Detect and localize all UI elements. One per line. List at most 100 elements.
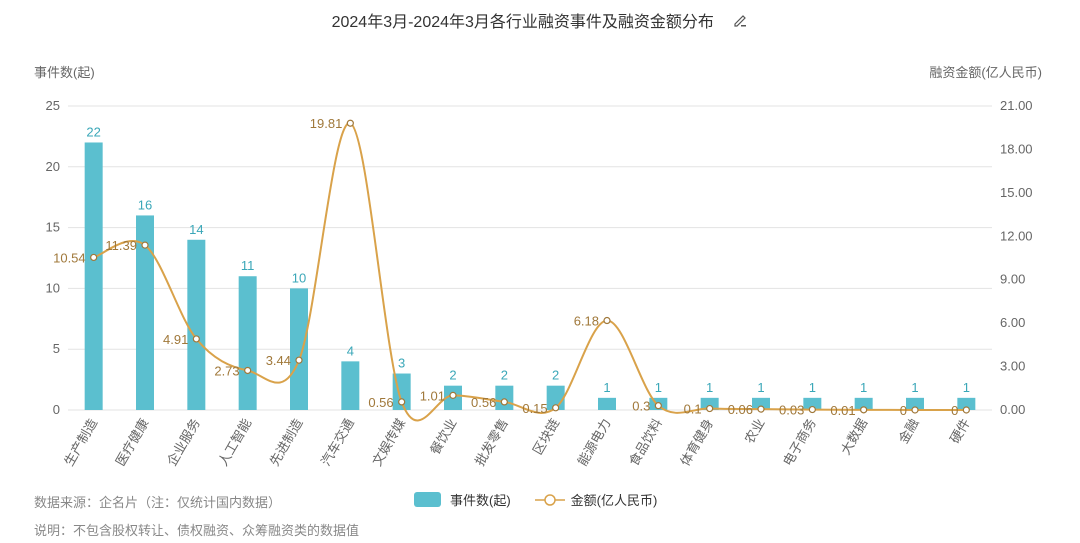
right-axis-tick: 6.00 xyxy=(1000,315,1025,330)
bar-swatch-icon xyxy=(414,492,441,507)
line-value-label: 6.18 xyxy=(574,314,599,329)
bar-value-label: 11 xyxy=(241,258,255,273)
line-point[interactable] xyxy=(603,316,611,325)
bar-value-label: 1 xyxy=(809,380,816,395)
line-value-label: 0.56 xyxy=(471,395,496,410)
line-point[interactable] xyxy=(295,356,303,364)
line-value-label: 0.01 xyxy=(830,403,855,418)
line-point[interactable] xyxy=(706,404,714,413)
right-axis-tick: 9.00 xyxy=(1000,272,1025,287)
line-point[interactable] xyxy=(192,335,200,343)
line-value-label: 4.91 xyxy=(163,332,188,347)
line-value-label: 1.01 xyxy=(420,388,445,403)
bar[interactable] xyxy=(752,397,770,410)
line-point[interactable] xyxy=(552,404,560,412)
bar-value-label: 4 xyxy=(347,343,354,358)
line-point[interactable] xyxy=(962,406,970,414)
line-value-label: 3.44 xyxy=(266,353,291,368)
line-value-label: 0.15 xyxy=(522,401,547,416)
bar-value-label: 14 xyxy=(189,222,203,237)
category-label: 区块链 xyxy=(530,416,562,457)
legend-label-events: 事件数(起) xyxy=(450,493,511,508)
bar[interactable] xyxy=(906,397,924,410)
line-value-label: 0.3 xyxy=(632,399,650,414)
left-axis-tick: 25 xyxy=(46,98,60,113)
bar-value-label: 3 xyxy=(398,356,405,371)
line-value-label: 0.03 xyxy=(779,403,804,418)
bar[interactable] xyxy=(854,397,873,410)
line-value-label: 0 xyxy=(900,403,907,418)
legend-label-amount: 金额(亿人民币) xyxy=(570,493,658,508)
chart-plot: 05101520250.003.006.009.0012.0015.0018.0… xyxy=(46,98,1033,469)
category-label: 食品饮料 xyxy=(626,416,665,469)
line-point[interactable] xyxy=(860,406,868,414)
bar-value-label: 1 xyxy=(706,380,713,395)
edit-pencil-icon[interactable] xyxy=(732,12,748,33)
right-axis-tick: 0.00 xyxy=(1000,402,1025,417)
left-axis-tick: 20 xyxy=(46,159,60,174)
bar-value-label: 1 xyxy=(911,380,918,395)
bar[interactable] xyxy=(598,397,616,410)
bar[interactable] xyxy=(803,397,822,410)
chart-title-text: 2024年3月-2024年3月各行业融资事件及融资金额分布 xyxy=(331,14,714,31)
line-value-label: 0.1 xyxy=(684,402,702,417)
line-point[interactable] xyxy=(141,241,149,249)
bar[interactable] xyxy=(136,215,154,410)
right-axis-tick: 21.00 xyxy=(1000,98,1033,113)
category-label: 能源电力 xyxy=(575,416,614,469)
line-value-label: 0.06 xyxy=(728,402,753,417)
line-value-label: 0 xyxy=(951,403,958,418)
legend: 事件数(起) 金额(亿人民币) xyxy=(414,490,681,509)
line-point[interactable] xyxy=(398,398,406,406)
line-point[interactable] xyxy=(500,398,508,406)
bar-value-label: 1 xyxy=(655,380,662,395)
left-axis-tick: 10 xyxy=(46,280,60,295)
legend-item-amount[interactable]: 金额(亿人民币) xyxy=(534,490,658,509)
chart-title: 2024年3月-2024年3月各行业融资事件及融资金额分布 xyxy=(0,8,1080,33)
line-value-label: 2.73 xyxy=(214,363,239,378)
line-point[interactable] xyxy=(90,253,98,262)
left-axis-tick: 5 xyxy=(53,341,60,356)
bar[interactable] xyxy=(187,239,206,410)
bar-value-label: 22 xyxy=(86,124,100,139)
left-axis-title: 事件数(起) xyxy=(34,65,95,80)
category-label: 电子商务 xyxy=(780,416,819,469)
bar[interactable] xyxy=(290,288,308,410)
category-label: 金融 xyxy=(896,416,922,446)
category-label: 企业服务 xyxy=(164,416,203,469)
line-value-label: 19.81 xyxy=(310,116,343,131)
right-axis-tick: 3.00 xyxy=(1000,359,1025,374)
bar-value-label: 2 xyxy=(501,368,508,383)
category-label: 人工智能 xyxy=(215,416,254,469)
line-marker-icon xyxy=(534,493,565,506)
bar-value-label: 1 xyxy=(603,380,610,395)
line-point[interactable] xyxy=(757,405,765,413)
bar[interactable] xyxy=(957,397,976,410)
line-point[interactable] xyxy=(346,119,354,127)
category-label: 大数据 xyxy=(838,416,870,457)
line-point[interactable] xyxy=(808,405,816,414)
line-point[interactable] xyxy=(911,406,919,414)
bar[interactable] xyxy=(700,397,719,410)
line-point[interactable] xyxy=(654,402,662,410)
category-label: 生产制造 xyxy=(61,416,100,469)
line-value-label: 10.54 xyxy=(53,250,86,265)
category-label: 汽车交通 xyxy=(318,416,357,469)
category-label: 农业 xyxy=(742,416,768,446)
legend-item-events[interactable]: 事件数(起) xyxy=(414,490,511,509)
right-axis-title: 融资金额(亿人民币) xyxy=(929,65,1042,80)
bar[interactable] xyxy=(238,276,257,410)
bar[interactable] xyxy=(84,142,103,411)
bar-value-label: 1 xyxy=(963,380,970,395)
line-point[interactable] xyxy=(449,391,457,399)
right-axis-tick: 18.00 xyxy=(1000,141,1033,156)
line-value-label: 11.39 xyxy=(105,238,137,253)
bar-value-label: 1 xyxy=(757,380,764,395)
left-axis-tick: 15 xyxy=(46,220,60,235)
bar[interactable] xyxy=(341,361,360,410)
line-value-label: 0.56 xyxy=(368,395,393,410)
bar[interactable] xyxy=(495,385,514,410)
category-label: 餐饮业 xyxy=(427,416,459,457)
left-axis-tick: 0 xyxy=(53,402,60,417)
line-point[interactable] xyxy=(244,366,252,375)
